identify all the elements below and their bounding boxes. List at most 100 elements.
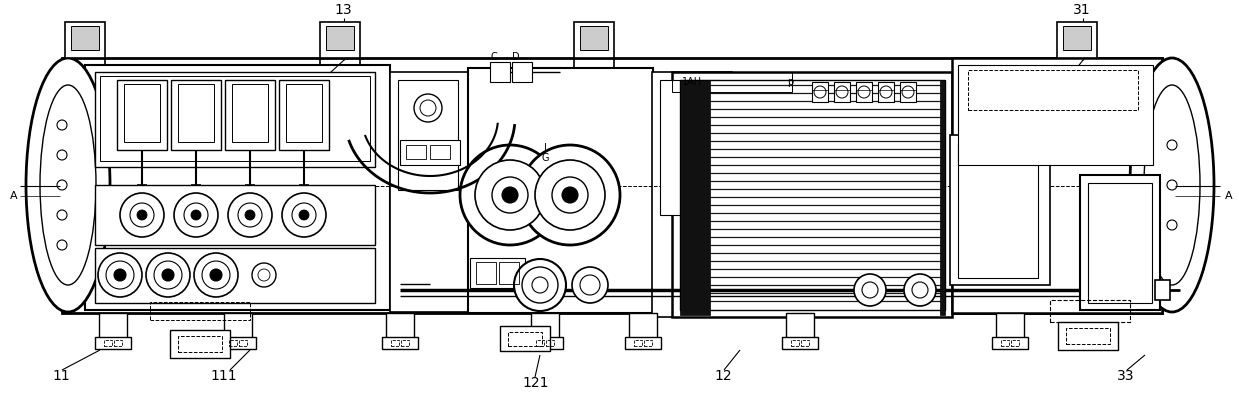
Circle shape xyxy=(532,277,548,293)
Circle shape xyxy=(238,203,261,227)
Bar xyxy=(398,80,458,190)
Bar xyxy=(644,340,652,346)
Circle shape xyxy=(475,160,545,230)
Bar xyxy=(782,337,818,349)
Bar xyxy=(178,336,222,352)
Bar xyxy=(62,58,1162,313)
Bar xyxy=(470,258,525,288)
Circle shape xyxy=(154,261,182,289)
Bar xyxy=(239,340,247,346)
Bar xyxy=(652,72,732,317)
Circle shape xyxy=(209,269,222,281)
Circle shape xyxy=(138,210,147,220)
Text: 31: 31 xyxy=(1073,3,1090,17)
Bar xyxy=(501,326,550,351)
Bar xyxy=(85,65,390,310)
Bar xyxy=(958,143,1038,278)
Bar xyxy=(958,65,1154,165)
Bar xyxy=(900,82,916,102)
Circle shape xyxy=(185,203,208,227)
Text: A: A xyxy=(10,191,19,201)
Circle shape xyxy=(261,272,266,278)
Bar xyxy=(100,76,370,161)
Bar xyxy=(104,340,112,346)
Text: A: A xyxy=(1225,191,1233,201)
Bar xyxy=(382,337,418,349)
Circle shape xyxy=(195,253,238,297)
Circle shape xyxy=(228,193,273,237)
Circle shape xyxy=(580,275,600,295)
Bar xyxy=(95,72,375,167)
Ellipse shape xyxy=(1144,85,1201,285)
Text: 1AH: 1AH xyxy=(681,77,703,87)
Bar xyxy=(171,80,221,150)
Bar xyxy=(124,84,160,142)
Circle shape xyxy=(836,86,847,98)
Circle shape xyxy=(587,282,593,288)
Bar xyxy=(232,84,268,142)
Circle shape xyxy=(814,86,826,98)
Circle shape xyxy=(173,193,218,237)
Bar xyxy=(499,262,519,284)
Bar xyxy=(489,62,510,82)
Bar xyxy=(878,82,895,102)
Bar xyxy=(1066,328,1110,344)
Bar xyxy=(114,340,121,346)
Bar xyxy=(221,337,256,349)
Bar xyxy=(1080,175,1160,310)
Circle shape xyxy=(902,86,914,98)
Circle shape xyxy=(563,187,579,203)
Bar xyxy=(224,313,252,338)
Bar xyxy=(116,80,167,150)
Circle shape xyxy=(146,253,190,297)
Bar xyxy=(580,26,608,50)
Circle shape xyxy=(107,261,134,289)
Circle shape xyxy=(535,160,605,230)
Circle shape xyxy=(98,253,142,297)
Circle shape xyxy=(299,210,309,220)
Bar xyxy=(574,22,615,58)
Text: D: D xyxy=(512,52,520,62)
Circle shape xyxy=(120,193,164,237)
Text: 121: 121 xyxy=(522,376,549,390)
Bar xyxy=(1088,183,1152,303)
Bar xyxy=(624,337,660,349)
Bar xyxy=(672,72,792,92)
Bar xyxy=(468,68,653,313)
Bar xyxy=(629,313,657,338)
Bar xyxy=(1155,280,1170,300)
Circle shape xyxy=(514,259,566,311)
Circle shape xyxy=(854,274,886,306)
Bar xyxy=(326,26,354,50)
Bar xyxy=(1049,300,1130,322)
Bar xyxy=(660,80,720,215)
Circle shape xyxy=(114,269,126,281)
Bar xyxy=(406,145,426,159)
Circle shape xyxy=(912,282,928,298)
Circle shape xyxy=(258,269,270,281)
Circle shape xyxy=(202,261,230,289)
Circle shape xyxy=(282,193,326,237)
Bar xyxy=(387,313,414,338)
Text: 12: 12 xyxy=(714,369,731,383)
Bar xyxy=(99,313,128,338)
Bar xyxy=(170,330,230,358)
Text: G: G xyxy=(541,153,549,163)
Bar xyxy=(952,58,1162,313)
Circle shape xyxy=(162,269,173,281)
Circle shape xyxy=(492,177,528,213)
Bar xyxy=(532,313,559,338)
Text: 13: 13 xyxy=(335,3,352,17)
Bar xyxy=(790,340,799,346)
Bar xyxy=(527,337,563,349)
Bar xyxy=(95,337,131,349)
Text: 111: 111 xyxy=(209,369,237,383)
Circle shape xyxy=(553,177,589,213)
Bar xyxy=(968,70,1137,110)
Circle shape xyxy=(917,287,923,293)
Bar xyxy=(71,26,99,50)
Bar xyxy=(996,313,1023,338)
Circle shape xyxy=(880,86,892,98)
Bar xyxy=(95,248,375,303)
Circle shape xyxy=(130,203,154,227)
